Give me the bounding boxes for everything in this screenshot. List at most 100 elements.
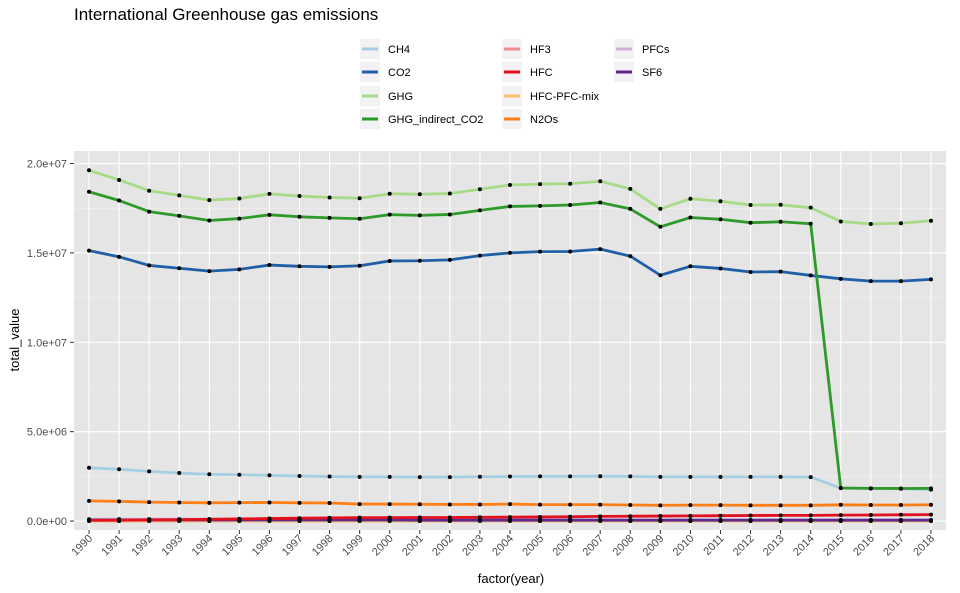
data-point-ghg_indirect_co2 bbox=[898, 486, 903, 491]
data-point-co2 bbox=[477, 253, 482, 258]
data-point-n2os bbox=[748, 503, 753, 508]
data-point-ghg bbox=[568, 181, 573, 186]
legend: CH4 CO2 GHG GHG_indirect_CO2 HF3 HFC HFC-PFC-m… bbox=[360, 39, 670, 129]
data-point-n2os bbox=[778, 503, 783, 508]
data-point-ghg_indirect_co2 bbox=[838, 485, 843, 490]
data-point-ch4 bbox=[87, 465, 92, 470]
legend-label: PFCs bbox=[642, 44, 670, 56]
data-point-co2 bbox=[508, 250, 512, 255]
data-point-n2os bbox=[447, 502, 452, 507]
legend-label: HF3 bbox=[530, 44, 551, 56]
data-point-ghg bbox=[928, 218, 933, 223]
data-point-ghg_indirect_co2 bbox=[718, 217, 723, 222]
data-point-hfc bbox=[598, 514, 603, 519]
data-point-hfc bbox=[297, 516, 302, 521]
data-point-ghg_indirect_co2 bbox=[327, 215, 332, 220]
data-point-hfc bbox=[718, 513, 723, 518]
data-point-co2 bbox=[147, 263, 152, 268]
data-point-n2os bbox=[718, 503, 723, 508]
data-point-ch4 bbox=[598, 474, 603, 479]
data-point-ghg bbox=[748, 202, 753, 207]
data-point-sf6 bbox=[598, 518, 603, 523]
data-point-co2 bbox=[658, 273, 663, 278]
legend-item: HF3 bbox=[502, 39, 551, 59]
data-point-sf6 bbox=[868, 518, 873, 523]
x-tick-label: 1992 bbox=[129, 533, 155, 559]
x-tick-label: 2001 bbox=[400, 533, 426, 559]
data-point-sf6 bbox=[477, 518, 482, 523]
x-tick-label: 2003 bbox=[460, 533, 486, 559]
data-point-sf6 bbox=[538, 518, 543, 523]
data-point-ghg bbox=[237, 196, 242, 201]
data-point-ch4 bbox=[658, 474, 663, 479]
data-point-n2os bbox=[267, 500, 272, 505]
data-point-ch4 bbox=[327, 474, 332, 479]
legend-item: SF6 bbox=[614, 62, 662, 82]
data-point-ghg bbox=[538, 182, 543, 187]
x-tick-label: 2004 bbox=[490, 533, 516, 559]
data-point-ch4 bbox=[297, 474, 302, 479]
data-point-ghg bbox=[357, 196, 362, 201]
data-point-ghg_indirect_co2 bbox=[357, 216, 362, 221]
data-point-ch4 bbox=[207, 472, 212, 477]
data-point-ghg bbox=[147, 188, 152, 193]
x-tick-label: 2008 bbox=[611, 533, 637, 559]
data-point-hfc bbox=[688, 513, 693, 518]
data-point-n2os bbox=[568, 502, 573, 507]
data-point-co2 bbox=[327, 264, 332, 269]
y-tick-label: 2.0e+07 bbox=[27, 159, 67, 171]
x-tick-label: 1995 bbox=[220, 533, 246, 559]
legend-label: GHG_indirect_CO2 bbox=[388, 114, 483, 126]
data-point-ch4 bbox=[628, 474, 633, 479]
data-point-hfc bbox=[357, 515, 362, 520]
data-point-hfc bbox=[628, 514, 633, 519]
data-point-hfc bbox=[387, 515, 392, 520]
data-point-ghg_indirect_co2 bbox=[568, 202, 573, 207]
data-point-n2os bbox=[357, 502, 362, 507]
data-point-n2os bbox=[928, 502, 933, 507]
data-point-hfc bbox=[898, 512, 903, 517]
x-tick-label: 2007 bbox=[581, 533, 607, 559]
data-point-ghg_indirect_co2 bbox=[868, 486, 873, 491]
data-point-hfc bbox=[808, 513, 813, 518]
data-point-hfc bbox=[417, 515, 422, 520]
legend-label: CO2 bbox=[388, 67, 411, 79]
data-point-ch4 bbox=[147, 469, 152, 474]
legend-item: N2Os bbox=[502, 109, 559, 129]
data-point-co2 bbox=[568, 249, 573, 254]
data-point-ghg bbox=[87, 168, 92, 173]
x-tick-label: 2006 bbox=[550, 533, 576, 559]
data-point-co2 bbox=[387, 258, 392, 263]
data-point-n2os bbox=[538, 502, 543, 507]
data-point-n2os bbox=[387, 502, 392, 507]
legend-item: PFCs bbox=[614, 39, 670, 59]
data-point-n2os bbox=[147, 500, 152, 505]
data-point-hfc bbox=[267, 516, 272, 521]
data-point-ghg_indirect_co2 bbox=[658, 224, 663, 229]
data-point-ghg bbox=[387, 191, 392, 196]
data-point-sf6 bbox=[928, 518, 933, 523]
data-point-co2 bbox=[417, 258, 422, 263]
data-point-sf6 bbox=[838, 518, 843, 523]
data-point-hfc bbox=[928, 512, 933, 517]
data-point-ghg_indirect_co2 bbox=[928, 486, 933, 491]
data-point-n2os bbox=[688, 503, 693, 508]
data-point-co2 bbox=[87, 248, 92, 253]
data-point-ghg bbox=[778, 202, 783, 207]
legend-item: GHG_indirect_CO2 bbox=[360, 109, 483, 129]
data-point-ghg_indirect_co2 bbox=[538, 203, 543, 208]
data-point-ghg bbox=[838, 219, 843, 224]
data-point-ghg_indirect_co2 bbox=[477, 208, 482, 213]
data-point-hfc bbox=[87, 518, 92, 523]
data-point-hfc bbox=[477, 515, 482, 520]
data-point-n2os bbox=[327, 501, 332, 506]
data-point-ch4 bbox=[267, 473, 272, 478]
data-point-ghg_indirect_co2 bbox=[447, 212, 452, 217]
data-point-n2os bbox=[117, 499, 122, 504]
data-point-sf6 bbox=[808, 518, 813, 523]
data-point-sf6 bbox=[658, 518, 663, 523]
x-tick-label: 2000 bbox=[370, 533, 396, 559]
data-point-ghg bbox=[117, 177, 122, 182]
data-point-ghg_indirect_co2 bbox=[628, 206, 633, 211]
